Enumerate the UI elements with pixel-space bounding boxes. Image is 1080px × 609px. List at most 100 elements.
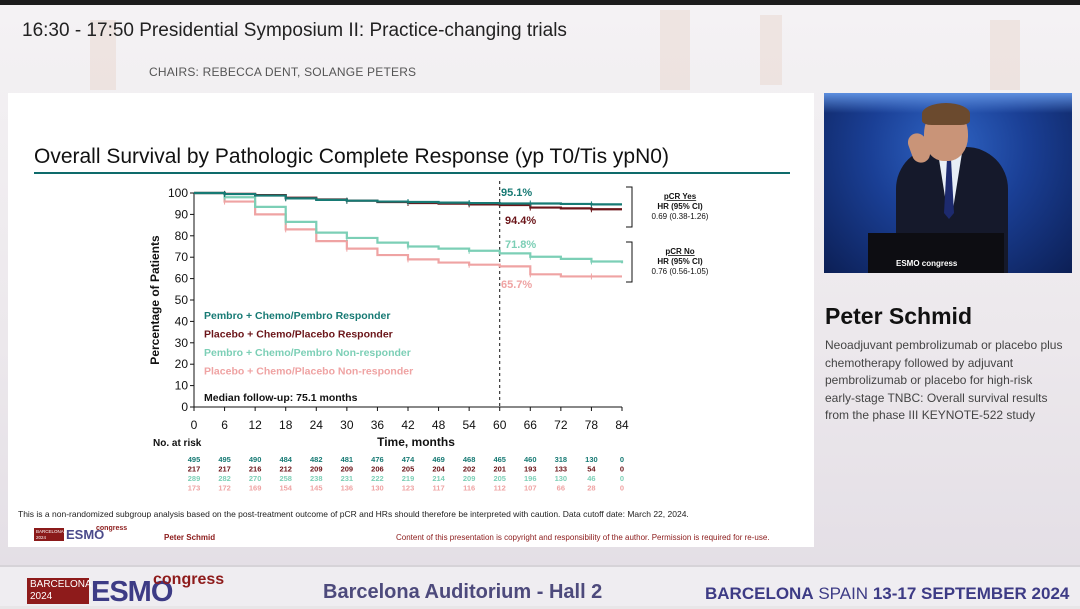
at-risk-value: 0: [620, 465, 624, 474]
hr-box-value: 0.76 (0.56-1.05): [652, 267, 709, 276]
x-tick-label: 18: [279, 418, 293, 432]
y-tick-label: 70: [175, 250, 189, 264]
speaker-video: ESMO congress: [824, 93, 1072, 273]
at-risk-value: 468: [463, 455, 476, 464]
at-risk-value: 204: [432, 465, 445, 474]
at-risk-value: 116: [463, 484, 475, 493]
at-risk-value: 484: [279, 455, 292, 464]
session-chairs: CHAIRS: REBECCA DENT, SOLANGE PETERS: [149, 65, 417, 79]
y-tick-label: 100: [168, 186, 188, 200]
at-risk-value: 469: [432, 455, 445, 464]
at-risk-value: 130: [371, 484, 384, 493]
at-risk-value: 231: [341, 474, 354, 483]
hr-box-label: HR (95% CI): [657, 202, 703, 211]
x-tick-label: 84: [615, 418, 629, 432]
at-risk-value: 495: [188, 455, 201, 464]
y-tick-label: 60: [175, 272, 189, 286]
at-risk-value: 212: [279, 465, 292, 474]
footer-bar: [0, 565, 1080, 606]
at-risk-value: 0: [620, 455, 624, 464]
at-risk-value: 476: [371, 455, 384, 464]
x-tick-label: 78: [585, 418, 599, 432]
footer-rule: [0, 565, 1080, 567]
at-risk-value: 130: [555, 474, 568, 483]
at-risk-value: 209: [341, 465, 354, 474]
footer-logo-congress: congress: [153, 571, 225, 588]
at-risk-value: 222: [371, 474, 384, 483]
at-risk-value: 202: [463, 465, 476, 474]
slide-esmo-logo: BARCELONA 2024 ESMO congress: [34, 525, 134, 545]
x-axis-label: Time, months: [377, 435, 455, 449]
footer-logo-word: ESMO: [91, 576, 173, 608]
survival-annotation: 71.8%: [505, 239, 536, 251]
y-tick-label: 40: [175, 314, 189, 328]
talk-description: Neoadjuvant pembrolizumab or placebo plu…: [825, 338, 1063, 422]
at-risk-value: 214: [432, 474, 445, 483]
legend-entry-2: Placebo + Chemo/Placebo Responder: [204, 329, 393, 341]
slide-presenter-name: Peter Schmid: [164, 533, 216, 542]
slide-logo-word: ESMO: [66, 527, 105, 542]
y-tick-label: 30: [175, 336, 189, 350]
at-risk-value: 209: [463, 474, 476, 483]
at-risk-value: 217: [218, 465, 231, 474]
background-tower: [990, 20, 1020, 90]
hr-box-title: pCR Yes: [664, 192, 697, 201]
at-risk-value: 117: [433, 484, 445, 493]
at-risk-value: 0: [620, 484, 624, 493]
x-tick-label: 48: [432, 418, 446, 432]
slide-footnote: This is a non-randomized subgroup analys…: [18, 509, 689, 519]
y-tick-label: 20: [175, 357, 189, 371]
at-risk-value: 460: [524, 455, 537, 464]
background-tower: [660, 10, 690, 90]
hr-box-value: 0.69 (0.38-1.26): [652, 212, 709, 221]
footer-esmo-logo: BARCELONA 2024 ESMO congress: [27, 571, 224, 608]
x-tick-label: 0: [191, 418, 198, 432]
podium: [868, 233, 1004, 273]
at-risk-value: 154: [279, 484, 292, 493]
at-risk-value: 258: [279, 474, 292, 483]
podium-logo: ESMO congress: [896, 259, 958, 268]
at-risk-value: 238: [310, 474, 323, 483]
hr-bracket: [626, 241, 633, 283]
x-tick-label: 60: [493, 418, 507, 432]
y-tick-label: 90: [175, 207, 189, 221]
legend-entry-1: Pembro + Chemo/Pembro Responder: [204, 310, 390, 322]
survival-chart: 0 10 20 30 40 50 60 70 80 90 100 0 6 12 18 24 30 36 42 48 54…: [148, 181, 709, 493]
title-underline: [34, 172, 790, 174]
x-tick-label: 54: [462, 418, 476, 432]
x-tick-label: 42: [401, 418, 415, 432]
at-risk-value: 193: [524, 465, 537, 474]
at-risk-value: 205: [402, 465, 415, 474]
at-risk-value: 196: [524, 474, 537, 483]
x-tick-label: 36: [371, 418, 385, 432]
at-risk-value: 201: [493, 465, 506, 474]
at-risk-value: 482: [310, 455, 323, 464]
slide-title: Overall Survival by Pathologic Complete …: [34, 145, 669, 168]
at-risk-value: 169: [249, 484, 262, 493]
at-risk-value: 481: [341, 455, 354, 464]
x-tick-label: 66: [524, 418, 538, 432]
survival-annotation: 95.1%: [501, 187, 532, 199]
at-risk-value: 206: [371, 465, 384, 474]
footer-logo-city: BARCELONA 2024: [27, 578, 92, 604]
at-risk-value: 0: [620, 474, 624, 483]
y-tick-label: 0: [181, 400, 188, 414]
at-risk-value: 282: [218, 474, 231, 483]
slide-copyright: Content of this presentation is copyrigh…: [396, 533, 770, 542]
x-tick-label: 30: [340, 418, 354, 432]
at-risk-value: 133: [555, 465, 568, 474]
speaker-hair: [922, 103, 970, 125]
x-tick-label: 6: [221, 418, 228, 432]
legend-entry-4: Placebo + Chemo/Placebo Non-responder: [204, 366, 413, 378]
y-tick-label: 10: [175, 379, 189, 393]
at-risk-value: 66: [557, 484, 565, 493]
slide-logo-city: BARCELONA 2024: [34, 528, 64, 541]
speaker-tie: [944, 159, 954, 219]
at-risk-value: 318: [555, 455, 568, 464]
at-risk-value: 107: [524, 484, 537, 493]
slide-logo-congress: congress: [96, 525, 128, 532]
y-axis-label: Percentage of Patients: [148, 235, 162, 365]
speaker-name: Peter Schmid: [825, 303, 972, 329]
at-risk-value: 465: [493, 455, 506, 464]
at-risk-value: 490: [249, 455, 262, 464]
